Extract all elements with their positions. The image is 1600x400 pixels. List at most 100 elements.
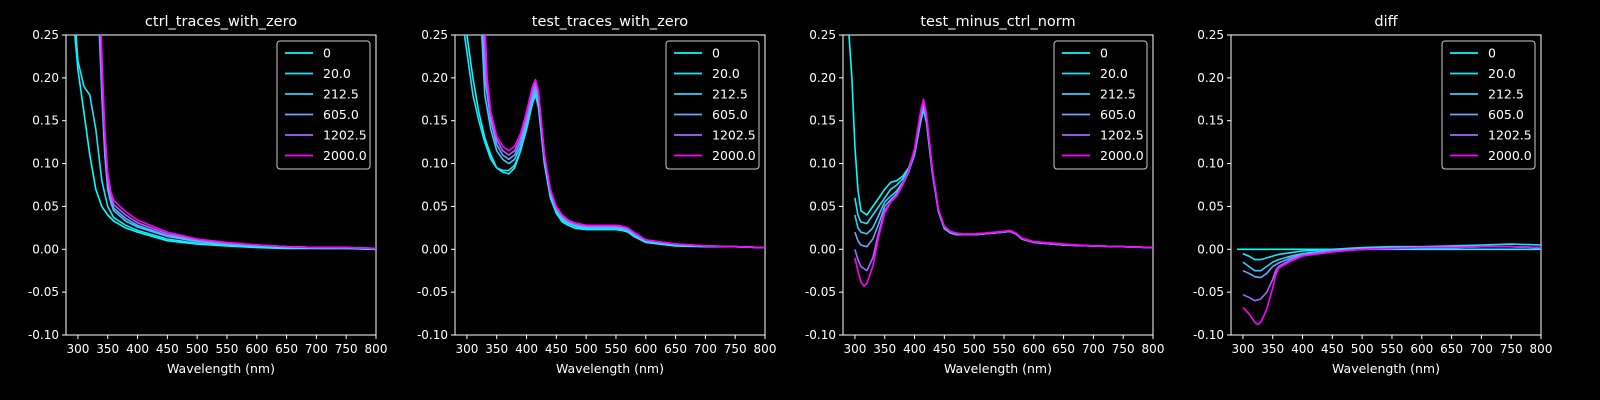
legend-label: 2000.0 (1488, 148, 1532, 163)
axis-ticks: 300 350 400 450 500 550 600 650 700 750 800 -0.10 -0… (417, 28, 777, 356)
legend: 0 20.0 212.5 605.0 1202.5 2000.0 (1053, 40, 1148, 170)
y-tick-label: 0.05 (32, 199, 59, 213)
y-tick-label: -0.10 (805, 328, 836, 342)
y-tick-label: 0.05 (809, 199, 836, 213)
x-tick-label: 400 (126, 342, 149, 356)
legend-label: 2000.0 (1100, 148, 1144, 163)
legend-label: 20.0 (1100, 66, 1128, 81)
x-tick-label: 450 (933, 342, 956, 356)
y-tick-label: -0.10 (1193, 328, 1224, 342)
chart-title: test_minus_ctrl_norm (920, 14, 1075, 30)
x-tick-label: 300 (843, 342, 866, 356)
y-tick-label: 0.25 (809, 28, 836, 42)
y-tick-label: 0.00 (809, 242, 836, 256)
legend-label: 605.0 (712, 107, 748, 122)
legend-label: 212.5 (1488, 87, 1524, 102)
x-tick-label: 550 (993, 342, 1016, 356)
axis-ticks: 300 350 400 450 500 550 600 650 700 750 800 -0.10 -0… (1193, 28, 1553, 356)
legend-label: 1202.5 (1488, 128, 1532, 143)
series-line-1 (1242, 243, 1541, 261)
series-lines (463, 35, 765, 249)
legend: 0 20.0 212.5 605.0 1202.5 2000.0 (665, 40, 760, 170)
y-tick-label: 0.25 (1197, 28, 1224, 42)
x-tick-label: 600 (1022, 342, 1045, 356)
y-tick-label: 0.20 (809, 71, 836, 85)
x-tick-label: 450 (1321, 342, 1344, 356)
legend-label: 1202.5 (1100, 128, 1144, 143)
x-tick-label: 500 (575, 342, 598, 356)
x-tick-label: 400 (903, 342, 926, 356)
legend-label: 1202.5 (712, 128, 756, 143)
y-tick-label: 0.10 (1197, 157, 1224, 171)
x-axis-label: Wavelength (nm) (167, 361, 275, 376)
y-tick-label: 0.00 (32, 242, 59, 256)
series-line-1 (75, 35, 376, 251)
x-tick-label: 650 (1052, 342, 1075, 356)
x-tick-label: 350 (873, 342, 896, 356)
series-lines (74, 35, 376, 251)
y-tick-label: 0.20 (32, 71, 59, 85)
y-tick-label: 0.05 (1197, 199, 1224, 213)
x-tick-label: 350 (485, 342, 508, 356)
x-tick-label: 350 (1261, 342, 1284, 356)
x-tick-label: 650 (1440, 342, 1463, 356)
legend-label: 212.5 (1100, 87, 1136, 102)
y-tick-label: -0.05 (1193, 285, 1224, 299)
x-tick-label: 550 (605, 342, 628, 356)
y-tick-label: 0.15 (1197, 114, 1224, 128)
y-tick-label: 0.00 (1197, 242, 1224, 256)
y-tick-label: 0.15 (421, 114, 448, 128)
x-tick-label: 550 (1381, 342, 1404, 356)
series-lines (1237, 243, 1541, 326)
x-tick-label: 600 (245, 342, 268, 356)
y-tick-label: -0.05 (805, 285, 836, 299)
x-tick-label: 750 (724, 342, 747, 356)
x-tick-label: 650 (275, 342, 298, 356)
legend-label: 605.0 (1488, 107, 1524, 122)
panel-diff: 300 350 400 450 500 550 600 650 700 750 800 -0.10 -0… (1193, 14, 1553, 376)
legend-label: 20.0 (323, 66, 351, 81)
legend-label: 2000.0 (712, 148, 756, 163)
legend-label: 0 (323, 46, 331, 61)
legend-label: 0 (1488, 46, 1496, 61)
x-tick-label: 300 (455, 342, 478, 356)
x-tick-label: 800 (1142, 342, 1165, 356)
y-tick-label: -0.10 (28, 328, 59, 342)
x-tick-label: 300 (1231, 342, 1254, 356)
x-tick-label: 300 (66, 342, 89, 356)
legend-label: 2000.0 (323, 148, 367, 163)
x-tick-label: 700 (305, 342, 328, 356)
x-tick-label: 600 (634, 342, 657, 356)
y-tick-label: 0.10 (809, 157, 836, 171)
x-tick-label: 750 (1112, 342, 1135, 356)
x-tick-label: 650 (664, 342, 687, 356)
x-tick-label: 500 (963, 342, 986, 356)
legend-label: 212.5 (323, 87, 359, 102)
legend-label: 1202.5 (323, 128, 367, 143)
x-tick-label: 450 (545, 342, 568, 356)
y-tick-label: 0.00 (421, 242, 448, 256)
legend-label: 0 (712, 46, 720, 61)
legend: 0 20.0 212.5 605.0 1202.5 2000.0 (276, 40, 371, 170)
panel-ctrl-traces-with-zero: 300 350 400 450 500 550 600 650 700 750 800 -0.10 -0… (28, 14, 388, 376)
x-tick-label: 700 (694, 342, 717, 356)
x-tick-label: 500 (186, 342, 209, 356)
y-tick-label: 0.10 (32, 157, 59, 171)
x-tick-label: 400 (1291, 342, 1314, 356)
y-tick-label: -0.05 (417, 285, 448, 299)
chart-title: ctrl_traces_with_zero (145, 14, 297, 30)
legend-label: 0 (1100, 46, 1108, 61)
x-tick-label: 700 (1470, 342, 1493, 356)
series-line-5 (100, 35, 376, 250)
x-tick-label: 700 (1082, 342, 1105, 356)
y-tick-label: 0.10 (421, 157, 448, 171)
x-tick-label: 600 (1410, 342, 1433, 356)
series-line-5 (1242, 245, 1541, 326)
y-tick-label: 0.15 (809, 114, 836, 128)
x-tick-label: 500 (1351, 342, 1374, 356)
series-line-5 (854, 98, 1153, 287)
x-tick-label: 800 (365, 342, 388, 356)
y-tick-label: -0.05 (28, 285, 59, 299)
chart-title: test_traces_with_zero (532, 14, 689, 30)
